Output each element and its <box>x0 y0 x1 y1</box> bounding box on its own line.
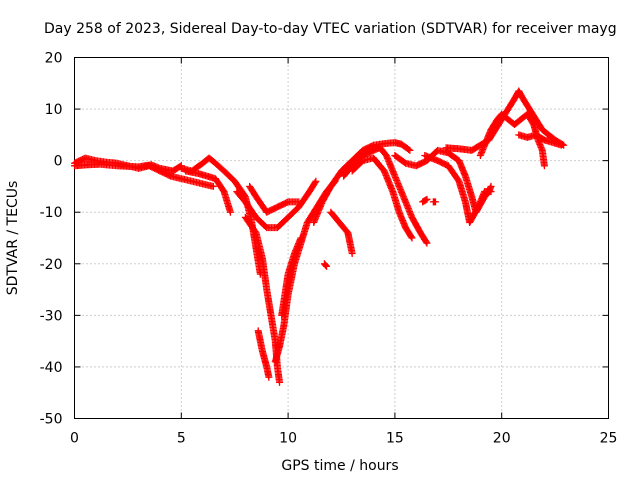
series-arc22 <box>429 198 439 206</box>
data-point-marker <box>348 249 356 257</box>
data-point-marker <box>226 208 234 216</box>
data-point-marker <box>407 233 415 241</box>
series-arc13 <box>320 260 331 270</box>
series-arc15 <box>348 154 416 242</box>
x-tick-label: 25 <box>600 431 618 447</box>
series-arc6 <box>246 182 303 216</box>
x-tick-label: 20 <box>493 431 511 447</box>
data-point-marker <box>408 234 416 242</box>
series-arc17 <box>421 151 495 227</box>
data-point-marker <box>423 195 431 203</box>
data-point-marker <box>311 179 319 187</box>
series-arc4 <box>182 167 234 216</box>
data-point-marker <box>540 162 548 170</box>
x-axis-label: GPS time / hours <box>281 458 398 474</box>
series-arc21 <box>419 195 431 206</box>
data-point-marker <box>431 198 439 206</box>
y-tick-label: -50 <box>40 412 63 428</box>
data-point-marker <box>423 239 431 247</box>
y-tick-label: -10 <box>40 205 63 221</box>
data-point-marker <box>265 373 273 381</box>
data-point-marker <box>297 234 305 242</box>
series-arc14 <box>340 144 431 247</box>
data-point-marker <box>295 198 303 206</box>
series-arc11 <box>310 139 414 227</box>
data-point-marker <box>276 378 284 386</box>
x-tick-label: 5 <box>177 431 186 447</box>
series-arc10 <box>278 234 305 319</box>
data-point-marker <box>323 262 331 270</box>
data-point-marker <box>406 146 414 154</box>
axis-ticks: 0 5 10 15 20 25 -50 -40 -30 -20 -10 0 10 20 <box>40 51 618 447</box>
data-point-marker <box>321 261 329 269</box>
chart-title: Day 258 of 2023, Sidereal Day-to-day VTE… <box>44 21 617 37</box>
x-tick-label: 15 <box>386 431 404 447</box>
y-tick-label: 20 <box>45 51 63 67</box>
series-arc12 <box>327 208 356 257</box>
plot-frame <box>74 57 609 419</box>
y-tick-label: -40 <box>40 360 63 376</box>
y-tick-label: -30 <box>40 308 63 324</box>
data-points <box>71 87 568 386</box>
data-point-marker <box>422 238 430 246</box>
data-point-marker <box>209 182 217 190</box>
series-arc5 <box>233 177 320 232</box>
data-point-marker <box>405 145 413 153</box>
series-arc2 <box>71 160 185 175</box>
y-tick-label: -20 <box>40 257 63 273</box>
y-tick-label: 10 <box>45 102 63 118</box>
x-tick-label: 0 <box>70 431 79 447</box>
series-arc8 <box>254 327 273 381</box>
data-point-marker <box>322 262 330 270</box>
x-tick-label: 10 <box>279 431 297 447</box>
data-point-marker <box>558 141 566 149</box>
data-point-marker <box>487 188 495 196</box>
y-axis-label: SDTVAR / TECUs <box>5 181 21 296</box>
series-arc20 <box>515 131 566 149</box>
y-tick-label: 0 <box>54 154 63 170</box>
data-point-marker <box>312 177 320 185</box>
